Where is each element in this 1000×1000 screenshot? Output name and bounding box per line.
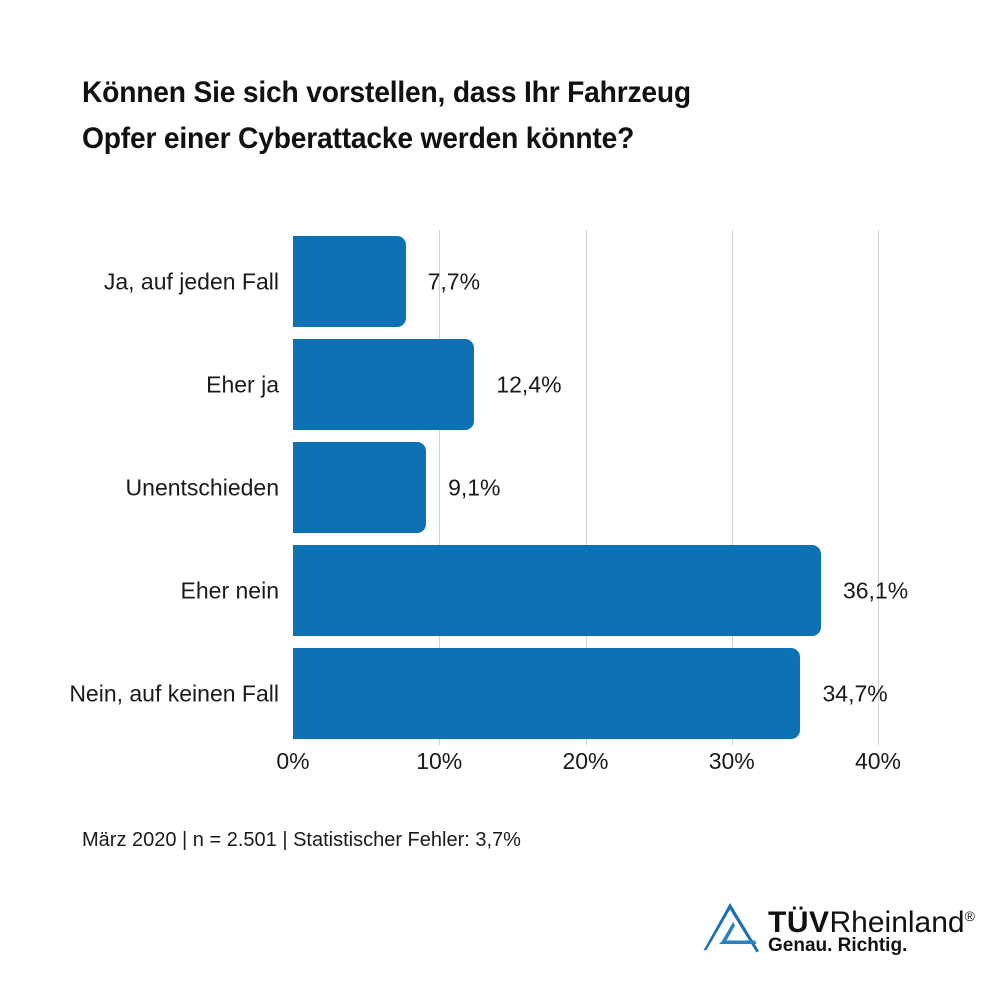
category-label: Eher nein bbox=[180, 577, 279, 603]
plot-area: Ja, auf jeden Fall 7,7% Eher ja 12,4% Unents… bbox=[69, 230, 908, 745]
title-line-2: Opfer einer Cyberattacke werden könnte? bbox=[82, 122, 635, 155]
x-tick-label: 20% bbox=[562, 748, 609, 774]
bar-group: Nein, auf keinen Fall 34,7% bbox=[69, 642, 998, 745]
x-tick-label: 0% bbox=[276, 748, 310, 774]
bar bbox=[293, 545, 821, 636]
title-line-1: Können Sie sich vorstellen, dass Ihr Fah… bbox=[82, 76, 691, 109]
x-tick-label: 30% bbox=[708, 748, 755, 774]
bar-value-label: 34,7% bbox=[822, 680, 888, 706]
bar bbox=[293, 236, 406, 327]
gridline-10 bbox=[439, 230, 441, 745]
x-tick-label: 10% bbox=[416, 748, 463, 774]
logo-name-bold: TÜV bbox=[768, 906, 830, 939]
bar-value-label: 12,4% bbox=[496, 371, 562, 397]
bar bbox=[293, 648, 801, 739]
bar-group: Eher ja 12,4% bbox=[206, 333, 998, 436]
gridline-40 bbox=[878, 230, 879, 745]
bar-group: Unentschieden 9,1% bbox=[126, 436, 998, 539]
bar-group: Eher nein 36,1% bbox=[181, 539, 998, 642]
x-axis: 0% 10% 20% 30% 40% bbox=[276, 748, 901, 782]
logo-tagline: Genau. Richtig. bbox=[768, 935, 908, 956]
category-label: Ja, auf jeden Fall bbox=[103, 268, 279, 294]
bar bbox=[293, 339, 475, 430]
logo-name-rest: Rheinland bbox=[829, 906, 965, 939]
category-label: Nein, auf keinen Fall bbox=[69, 680, 279, 706]
gridline-20 bbox=[585, 230, 587, 745]
bar-value-label: 9,1% bbox=[448, 474, 501, 500]
tuv-rheinland-logo: TÜVRheinland® Genau. Richtig. bbox=[700, 897, 975, 967]
footnote: März 2020 | n = 2.501 | Statistischer Fe… bbox=[82, 829, 521, 851]
bar-value-label: 36,1% bbox=[842, 577, 909, 603]
x-tick-label: 40% bbox=[854, 748, 902, 774]
registered-mark-icon: ® bbox=[964, 908, 975, 924]
gridline-30 bbox=[731, 230, 733, 745]
tuv-triangle-icon bbox=[703, 903, 759, 953]
category-label: Eher ja bbox=[206, 371, 279, 397]
logo-wordmark: TÜVRheinland® bbox=[768, 899, 975, 940]
bar bbox=[293, 442, 427, 533]
category-label: Unentschieden bbox=[125, 474, 279, 500]
bar-value-label: 7,7% bbox=[427, 268, 481, 294]
bar-group: Ja, auf jeden Fall 7,7% bbox=[104, 230, 998, 333]
page-title: Können Sie sich vorstellen, dass Ihr Fah… bbox=[82, 70, 862, 162]
